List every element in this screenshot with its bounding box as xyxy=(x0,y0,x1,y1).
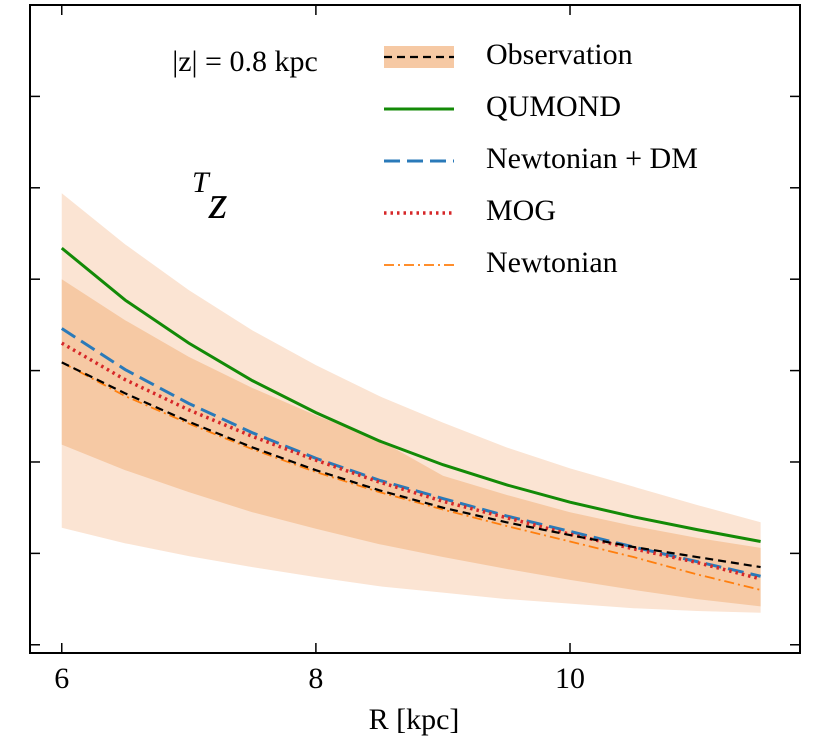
x-tick-label: 10 xyxy=(555,662,585,695)
legend-swatch xyxy=(384,46,454,68)
legend-label: QUMOND xyxy=(486,90,621,123)
x-tick-label: 6 xyxy=(54,662,69,695)
annotation-subscript: z xyxy=(208,176,228,229)
series-line xyxy=(61,361,761,569)
annotation-text: T xyxy=(192,166,211,199)
legend-label: Newtonian xyxy=(486,246,618,279)
confidence-band xyxy=(61,193,761,613)
annotation: Tz xyxy=(192,166,228,229)
x-axis-label: R [kpc] xyxy=(369,703,460,736)
legend-label: MOG xyxy=(486,194,556,227)
series-line xyxy=(60,341,762,581)
x-tick-label: 8 xyxy=(308,662,323,695)
series-line xyxy=(60,246,761,543)
annotation: |z| = 0.8 kpc xyxy=(172,45,318,78)
series-line xyxy=(61,361,761,591)
legend-label: Observation xyxy=(486,38,633,71)
plot-frame xyxy=(29,4,801,654)
legend-label: Newtonian + DM xyxy=(486,142,698,175)
confidence-band xyxy=(61,279,761,607)
